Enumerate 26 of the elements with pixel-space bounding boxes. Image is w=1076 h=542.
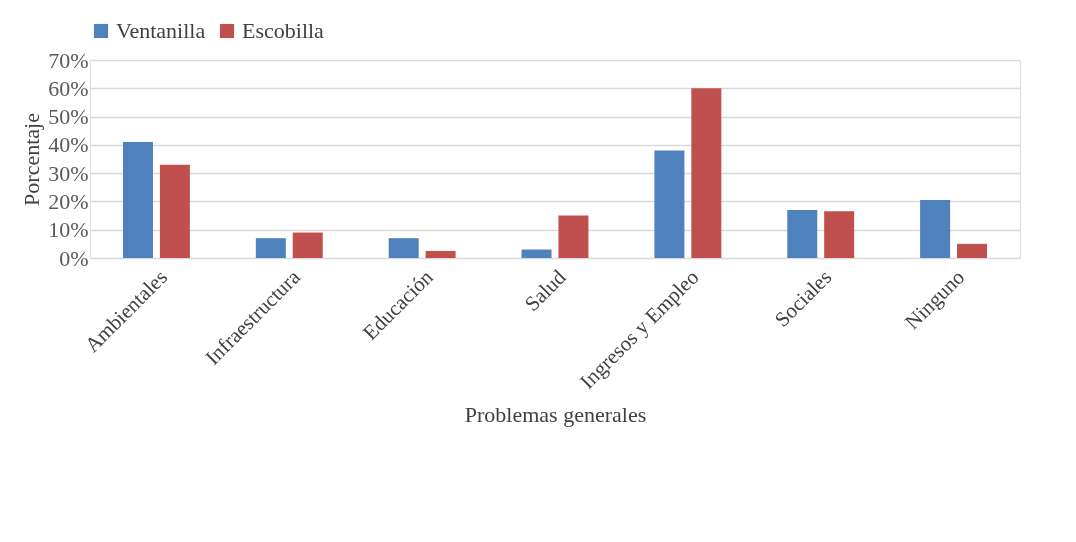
bar — [521, 249, 552, 258]
bar — [159, 164, 190, 258]
bar — [787, 209, 818, 258]
bar — [824, 211, 855, 258]
y-tick-label: 50% — [48, 104, 89, 130]
y-tick-label: 70% — [48, 47, 89, 73]
y-tick-label: 40% — [48, 132, 89, 158]
bar — [691, 88, 722, 258]
bar — [654, 150, 685, 258]
bar — [292, 232, 323, 258]
legend-label: Ventanilla — [116, 18, 206, 43]
bar — [920, 200, 951, 258]
bar — [388, 238, 419, 258]
y-tick-label: 30% — [48, 160, 89, 186]
y-tick-label: 10% — [48, 217, 89, 243]
legend-label: Escobilla — [242, 18, 325, 43]
bar — [425, 250, 456, 258]
y-tick-label: 20% — [48, 188, 89, 214]
bar — [122, 142, 153, 258]
bar — [957, 243, 988, 258]
bar — [255, 238, 286, 258]
y-tick-label: 0% — [59, 245, 89, 271]
x-axis-title: Problemas generales — [464, 401, 647, 427]
y-axis-title: Porcentaje — [19, 113, 45, 206]
y-tick-label: 60% — [48, 75, 89, 101]
bar — [558, 215, 589, 258]
